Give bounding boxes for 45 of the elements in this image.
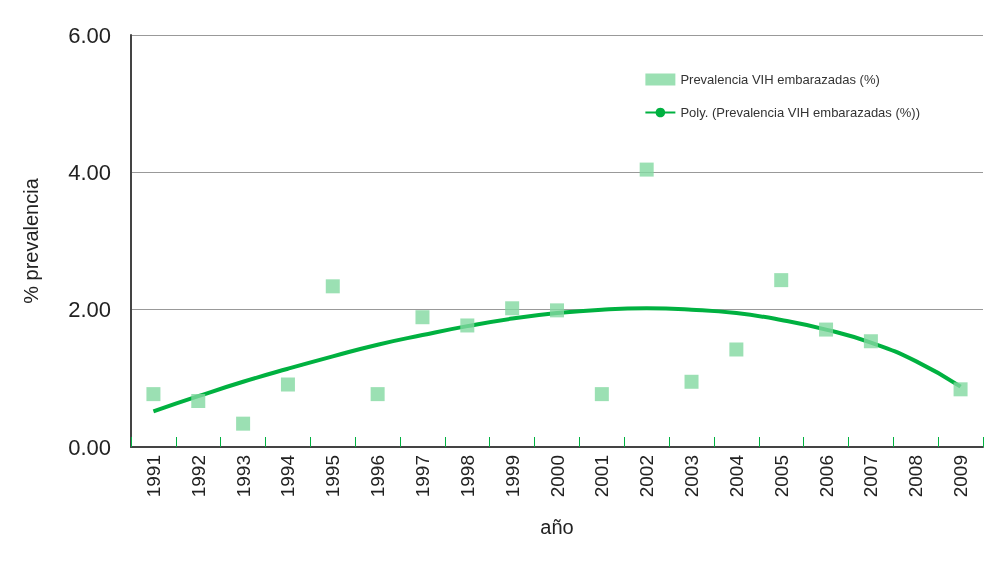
x-tick-label: 1991 [142, 455, 164, 498]
x-tick-label: 2005 [770, 455, 792, 498]
x-tick-label: 2001 [591, 455, 613, 498]
y-tick-label: 2.00 [68, 297, 111, 323]
x-tick-label: 1992 [187, 455, 209, 498]
point [729, 342, 744, 357]
x-tick-label: 1999 [501, 455, 523, 498]
point [280, 377, 295, 392]
y-axis-title: % prevalencia [20, 177, 42, 304]
point [550, 303, 564, 318]
x-tick-label: 1995 [322, 455, 344, 498]
y-tick-label: 4.00 [68, 159, 111, 185]
point [191, 393, 206, 408]
point [953, 382, 968, 397]
x-axis-title: año [540, 516, 574, 538]
point [505, 301, 520, 316]
point [639, 162, 654, 177]
x-tick-label: 1993 [232, 455, 254, 498]
y-tick-label: 0.00 [68, 434, 111, 460]
x-tick-label: 2009 [950, 455, 972, 498]
point [460, 318, 475, 333]
point [370, 387, 385, 402]
legend-label: Prevalencia VIH embarazadas (%) [680, 72, 880, 87]
point [684, 374, 699, 389]
point [863, 334, 878, 349]
x-tick-label: 2004 [725, 454, 747, 498]
x-tick-label: 2006 [815, 455, 837, 498]
point [819, 322, 834, 337]
x-tick-label: 1998 [456, 455, 478, 498]
point [774, 273, 789, 288]
point [325, 279, 340, 294]
legend-label: Poly. (Prevalencia VIH embarazadas (%)) [680, 105, 920, 120]
x-tick-label: 2007 [860, 455, 882, 498]
x-tick-label: 1996 [367, 455, 389, 498]
point [236, 416, 251, 431]
x-tick-label: 1994 [277, 454, 299, 498]
x-tick-label: 2003 [681, 455, 703, 498]
x-tick-label: 2008 [905, 455, 927, 498]
x-tick-label: 2002 [636, 455, 658, 498]
y-tick-label: 6.00 [68, 22, 111, 48]
x-tick-label: 1997 [411, 455, 433, 498]
point [146, 387, 161, 402]
point [594, 387, 609, 402]
x-tick-label: 2000 [546, 455, 568, 498]
point [415, 310, 430, 325]
